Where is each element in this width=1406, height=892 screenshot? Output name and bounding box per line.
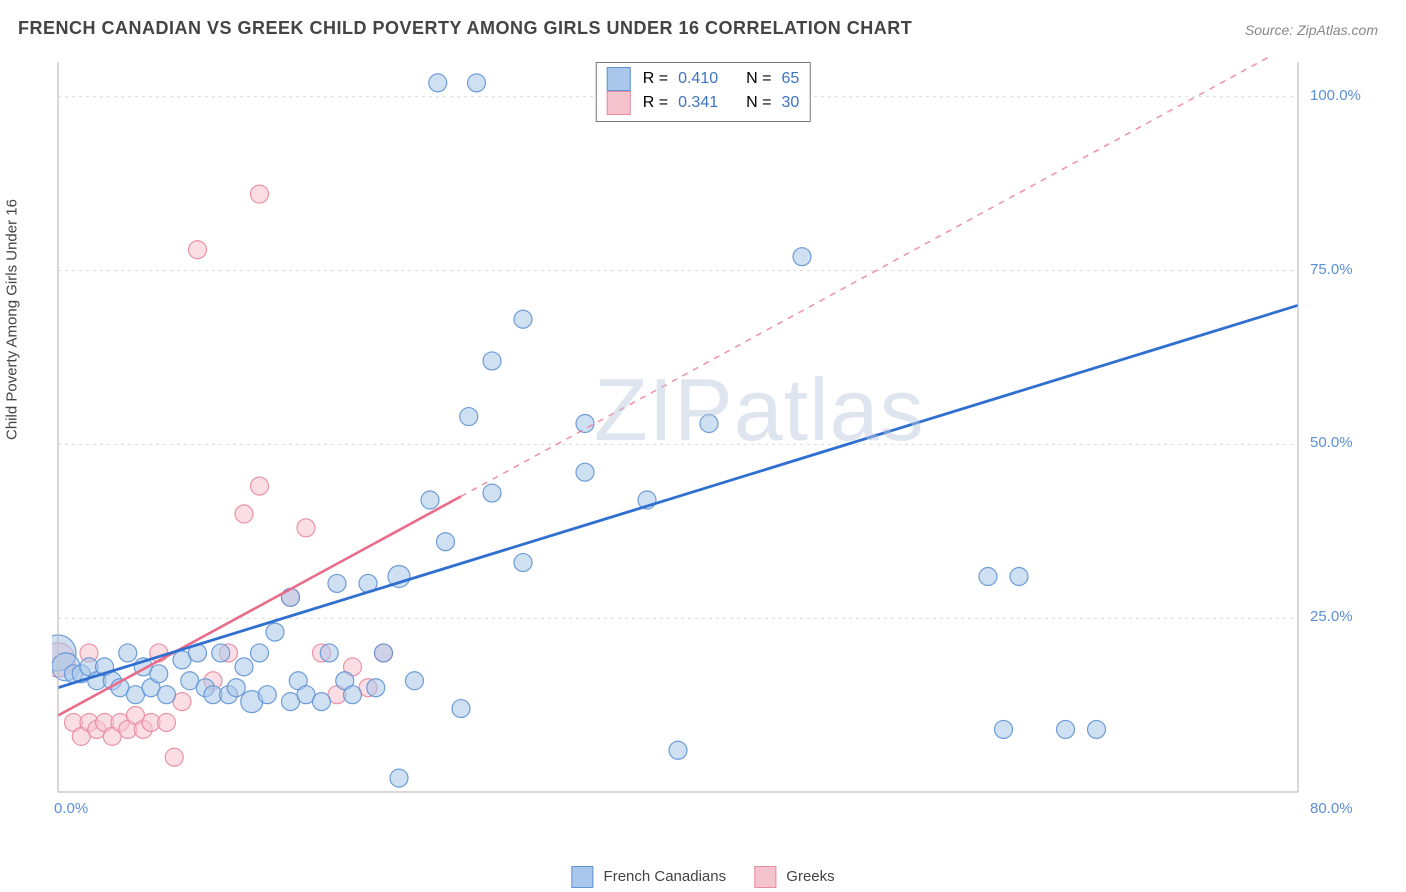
legend-label: Greeks	[786, 868, 834, 885]
swatch-a-icon	[607, 67, 631, 91]
y-axis-label: Child Poverty Among Girls Under 16	[4, 199, 21, 440]
axis-tick-label: 80.0%	[1310, 800, 1353, 817]
axis-tick-label: 25.0%	[1310, 608, 1353, 625]
n-label: N =	[746, 67, 771, 91]
n-value: 30	[781, 91, 799, 115]
n-label: N =	[746, 91, 771, 115]
r-value: 0.410	[678, 67, 718, 91]
chart-title: FRENCH CANADIAN VS GREEK CHILD POVERTY A…	[18, 18, 912, 39]
source-label: Source: ZipAtlas.com	[1245, 22, 1378, 38]
r-value: 0.341	[678, 91, 718, 115]
n-value: 65	[781, 67, 799, 91]
axis-tick-label: 100.0%	[1310, 87, 1361, 104]
swatch-b-icon	[754, 866, 776, 888]
legend-item-a: French Canadians	[571, 866, 726, 888]
legend-row-a: R = 0.410 N = 65	[607, 67, 800, 91]
axis-tick-label: 50.0%	[1310, 434, 1353, 451]
swatch-a-icon	[571, 866, 593, 888]
r-label: R =	[643, 91, 668, 115]
legend-label: French Canadians	[604, 868, 727, 885]
legend-item-b: Greeks	[754, 866, 835, 888]
r-label: R =	[643, 67, 668, 91]
legend-row-b: R = 0.341 N = 30	[607, 91, 800, 115]
scatter-plot	[52, 56, 1368, 826]
swatch-b-icon	[607, 91, 631, 115]
axis-tick-label: 75.0%	[1310, 261, 1353, 278]
axis-tick-label: 0.0%	[54, 800, 88, 817]
series-legend: French Canadians Greeks	[571, 866, 834, 888]
correlation-legend: R = 0.410 N = 65 R = 0.341 N = 30	[596, 62, 811, 122]
